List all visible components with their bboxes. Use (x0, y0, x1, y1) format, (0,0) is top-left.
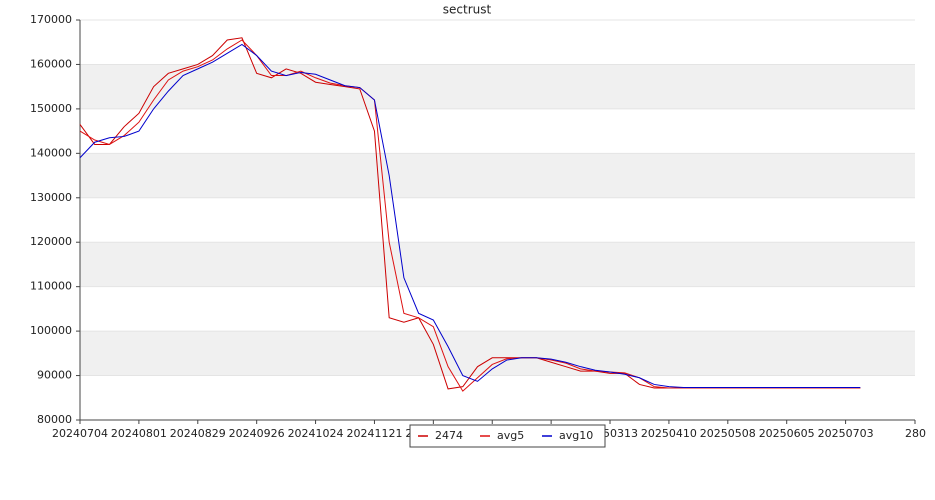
x-tick-label: 20250605 (759, 427, 815, 440)
x-tick-label: 20250703 (818, 427, 874, 440)
grid-band (80, 153, 915, 198)
grid-band (80, 64, 915, 109)
x-tick-label: 20240801 (111, 427, 167, 440)
x-tick-label: 20240926 (229, 427, 285, 440)
legend: 2474 avg5 avg10 (409, 424, 606, 448)
x-tick-label: 280 (905, 427, 926, 440)
y-tick-label: 80000 (37, 413, 72, 426)
y-tick-label: 90000 (37, 369, 72, 382)
x-tick-label: 20241121 (346, 427, 402, 440)
y-tick-label: 170000 (30, 13, 72, 26)
x-tick-label: 20240704 (52, 427, 108, 440)
y-tick-label: 150000 (30, 102, 72, 115)
legend-label: 2474 (435, 429, 463, 442)
y-tick-label: 140000 (30, 146, 72, 159)
x-tick-label: 20241024 (288, 427, 344, 440)
grid-band (80, 242, 915, 287)
y-tick-label: 100000 (30, 324, 72, 337)
x-tick-label: 20240829 (170, 427, 226, 440)
y-tick-label: 160000 (30, 57, 72, 70)
series-line (79, 43, 861, 389)
legend-label: avg10 (559, 429, 593, 442)
y-tick-label: 120000 (30, 235, 72, 248)
grid-band (80, 331, 915, 376)
y-tick-label: 130000 (30, 191, 72, 204)
legend-label: avg5 (497, 429, 524, 442)
legend-box (409, 424, 606, 448)
chart-title: sectrust (443, 3, 492, 17)
x-tick-label: 20250508 (700, 427, 756, 440)
x-tick-label: 20250410 (641, 427, 697, 440)
y-tick-label: 110000 (30, 280, 72, 293)
